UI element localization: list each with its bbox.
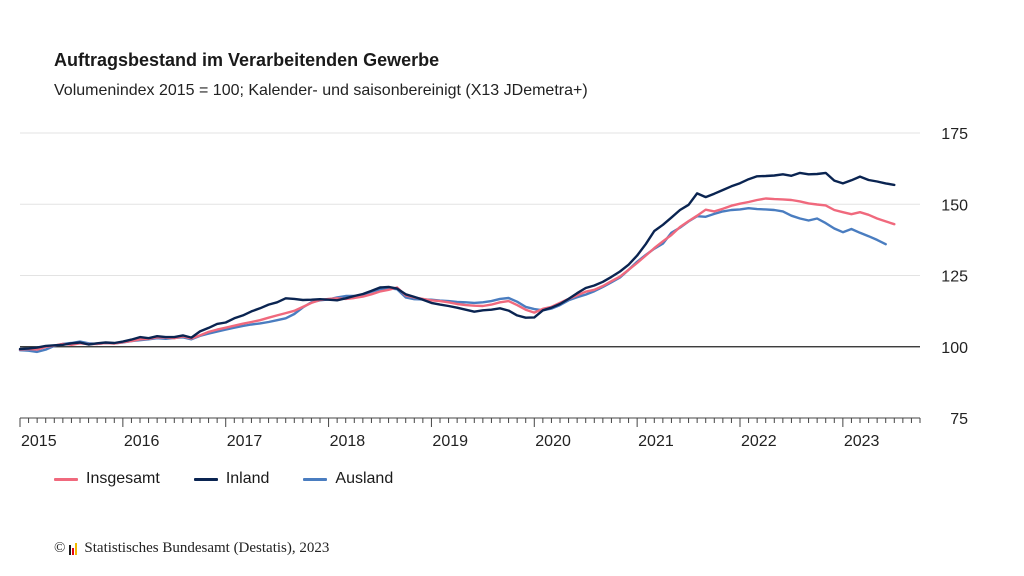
legend-swatch-insgesamt (54, 477, 78, 481)
legend-item-insgesamt: Insgesamt (54, 470, 160, 488)
x-tick-label: 2019 (432, 433, 468, 450)
y-tick-label: 75 (950, 411, 968, 428)
x-tick-label: 2017 (227, 433, 263, 450)
legend-item-ausland: Ausland (303, 470, 393, 488)
legend-label-ausland: Ausland (335, 470, 394, 487)
legend-swatch-inland (193, 477, 218, 481)
source-text: Statistisches Bundesamt (Destatis), 2023 (84, 540, 330, 556)
legend-item-inland: Inland (193, 470, 270, 488)
x-tick-label: 2020 (535, 433, 571, 450)
legend-label-insgesamt: Insgesamt (86, 470, 160, 487)
series-line-inland (18, 171, 896, 351)
destatis-logo-icon (69, 542, 78, 555)
chart-subtitle: Volumenindex 2015 = 100; Kalender- und s… (54, 82, 588, 99)
legend-label-inland: Inland (225, 470, 270, 487)
chart-title: Auftragsbestand im Verarbeitenden Gewerb… (54, 50, 440, 70)
legend: Insgesamt Inland Ausland (54, 470, 427, 488)
x-tick-label: 2016 (124, 433, 160, 450)
x-tick-label: 2023 (844, 433, 880, 450)
y-tick-label: 100 (941, 340, 968, 357)
series-line-insgesamt (18, 197, 896, 351)
copyright-symbol: © (54, 540, 66, 556)
series-line-ausland (18, 206, 887, 354)
y-tick-label: 125 (941, 269, 968, 286)
y-tick-label: 150 (941, 197, 968, 214)
y-tick-label: 175 (941, 126, 968, 143)
source-note: © Statistisches Bundesamt (Destatis), 20… (54, 540, 329, 557)
x-tick-label: 2015 (21, 433, 57, 450)
x-tick-label: 2018 (330, 433, 366, 450)
x-tick-label: 2022 (741, 433, 777, 450)
legend-swatch-ausland (303, 477, 328, 481)
x-tick-label: 2021 (638, 433, 674, 450)
